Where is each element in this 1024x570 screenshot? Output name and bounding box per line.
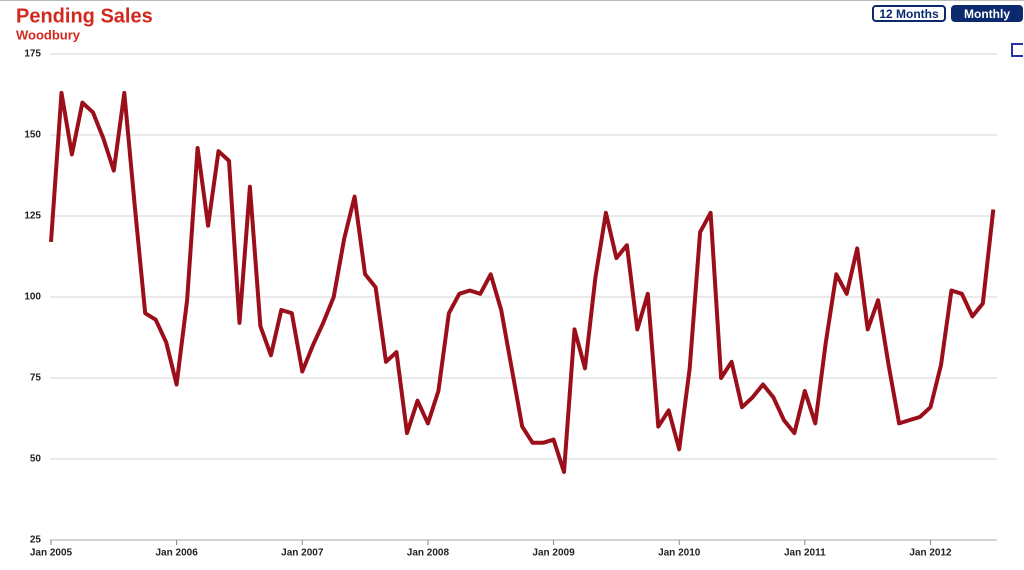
y-tick-label: 125 <box>24 211 41 222</box>
y-tick-label: 25 <box>30 535 42 546</box>
chart-subtitle: Woodbury <box>16 27 81 42</box>
expand-icon[interactable] <box>1011 43 1023 57</box>
x-tick-label: Jan 2006 <box>156 548 199 559</box>
y-tick-label: 175 <box>24 49 41 60</box>
x-tick-label: Jan 2005 <box>30 548 73 559</box>
y-tick-label: 150 <box>24 130 41 141</box>
x-tick-label: Jan 2007 <box>281 548 324 559</box>
range-button[interactable]: 12 Months <box>872 5 946 22</box>
y-tick-label: 75 <box>30 373 42 384</box>
period-button[interactable]: Monthly <box>951 5 1023 22</box>
x-tick-label: Jan 2012 <box>909 548 952 559</box>
chart-title: Pending Sales <box>16 5 153 27</box>
x-tick-label: Jan 2010 <box>658 548 701 559</box>
x-tick-label: Jan 2008 <box>407 548 450 559</box>
y-tick-label: 100 <box>24 292 41 303</box>
x-tick-label: Jan 2011 <box>784 548 826 559</box>
data-line <box>49 90 996 474</box>
x-tick-label: Jan 2009 <box>532 548 575 559</box>
y-tick-label: 50 <box>30 454 42 465</box>
